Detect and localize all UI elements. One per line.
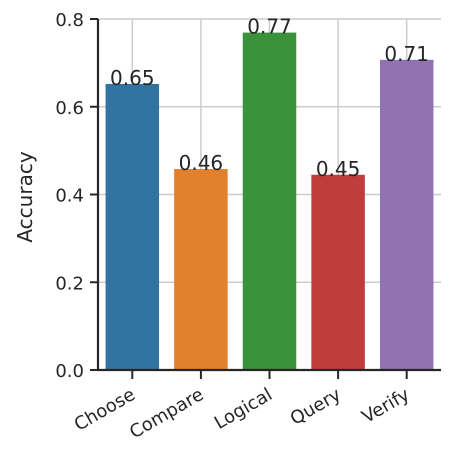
bar-query: [311, 174, 365, 370]
data-label: 0.77: [247, 15, 292, 39]
bar-verify: [379, 59, 434, 371]
y-tick-label: 0.2: [55, 273, 84, 294]
x-tick-label: Verify: [358, 384, 413, 428]
x-tick-label: Compare: [126, 384, 207, 443]
y-tick-label: 0.4: [55, 186, 84, 207]
bar-compare: [174, 169, 228, 370]
x-tick-label: Query: [287, 384, 345, 430]
data-label: 0.45: [316, 157, 361, 181]
axes: [90, 18, 441, 379]
bar-choose: [105, 83, 160, 370]
y-tick-label: 0.8: [55, 10, 84, 31]
bars: [105, 32, 434, 371]
data-label: 0.46: [179, 151, 224, 175]
y-tick-label: 0.6: [55, 98, 84, 119]
data-label: 0.71: [384, 42, 429, 66]
bar-logical: [242, 32, 297, 370]
x-tick-label: Logical: [211, 384, 276, 434]
y-tick-label: 0.0: [55, 361, 84, 382]
data-label: 0.65: [110, 66, 155, 90]
y-axis-title: Accuracy: [13, 151, 37, 242]
